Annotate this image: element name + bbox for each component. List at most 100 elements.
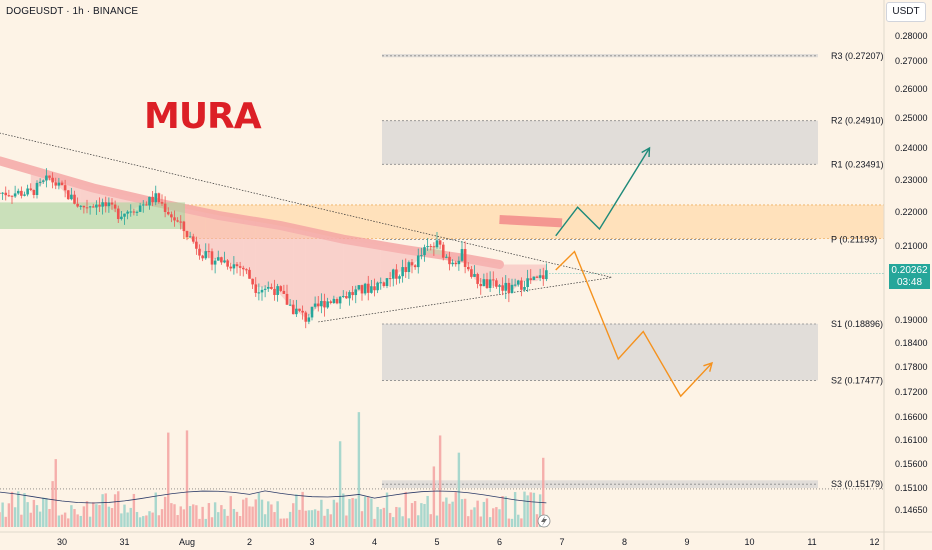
volume-bar bbox=[201, 506, 204, 527]
candle-body bbox=[132, 211, 136, 213]
volume-bar bbox=[467, 516, 470, 527]
candle-body bbox=[20, 190, 23, 196]
candle-body bbox=[432, 246, 436, 248]
candle-body bbox=[241, 267, 245, 270]
candle-body bbox=[126, 211, 129, 214]
candle-body bbox=[76, 203, 79, 207]
candle-body bbox=[10, 195, 14, 197]
volume-bar bbox=[1, 502, 4, 527]
volume-bar bbox=[510, 518, 514, 527]
volume-bar bbox=[229, 496, 232, 527]
volume-bar bbox=[98, 505, 101, 527]
volume-bar bbox=[338, 441, 342, 527]
candle-body bbox=[98, 204, 101, 207]
candle-body bbox=[235, 264, 239, 267]
volume-bar bbox=[523, 491, 526, 527]
candle-body bbox=[7, 195, 11, 197]
candle-body bbox=[329, 301, 333, 303]
volume-bar bbox=[188, 506, 192, 527]
volume-bar bbox=[538, 494, 542, 527]
volume-bar bbox=[151, 512, 154, 527]
volume-bar bbox=[420, 503, 423, 527]
volume-bar bbox=[63, 512, 67, 527]
volume-bar bbox=[251, 506, 254, 527]
volume-bar bbox=[238, 516, 242, 527]
candle-body bbox=[435, 240, 439, 248]
volume-bar bbox=[282, 518, 286, 527]
volume-bar bbox=[10, 491, 14, 527]
volume-bar bbox=[542, 457, 545, 527]
ma-cloud-segment bbox=[187, 208, 206, 258]
volume-bar bbox=[0, 512, 1, 527]
currency-button[interactable]: USDT bbox=[886, 2, 926, 22]
volume-bar bbox=[138, 517, 142, 527]
price-tick-label: 0.14650 bbox=[895, 505, 928, 515]
volume-bar bbox=[79, 515, 82, 527]
candle-body bbox=[445, 256, 448, 258]
candle-body bbox=[266, 286, 270, 289]
candle-body bbox=[254, 284, 258, 293]
volume-bar bbox=[410, 503, 414, 527]
volume-bar bbox=[404, 491, 407, 527]
candle-body bbox=[60, 182, 64, 186]
candle-body bbox=[160, 202, 164, 204]
candle-body bbox=[441, 244, 445, 258]
ma-cloud-segment bbox=[293, 228, 306, 319]
candle-body bbox=[313, 303, 317, 307]
candle-body bbox=[316, 303, 320, 307]
candle-body bbox=[23, 194, 26, 196]
volume-bar bbox=[101, 494, 104, 527]
volume-bar bbox=[317, 510, 320, 527]
candle-body bbox=[45, 175, 48, 181]
candle-body bbox=[179, 221, 183, 223]
volume-bar bbox=[310, 510, 314, 527]
bullish-forecast-arrow bbox=[555, 147, 651, 237]
volume-bar bbox=[326, 508, 329, 527]
volume-bar bbox=[417, 515, 420, 527]
ma-cloud-segment bbox=[343, 239, 362, 296]
pivot-label-P: P (0.21193) bbox=[831, 234, 877, 244]
candle-body bbox=[426, 246, 429, 248]
candle-body bbox=[523, 287, 526, 290]
time-tick-label: 30 bbox=[57, 537, 67, 547]
candle-body bbox=[63, 185, 67, 191]
candle-body bbox=[223, 260, 226, 263]
ma-cloud-segment bbox=[324, 235, 344, 302]
candle-body bbox=[54, 182, 58, 186]
candle-body bbox=[4, 192, 8, 196]
volume-bar bbox=[235, 511, 239, 527]
candle-body bbox=[148, 196, 151, 206]
symbol-header[interactable]: DOGEUSDT · 1h · BINANCE bbox=[6, 6, 138, 17]
volume-bar bbox=[260, 499, 264, 527]
volume-bar bbox=[42, 497, 45, 527]
candle-body bbox=[182, 221, 186, 232]
volume-bar bbox=[295, 494, 298, 527]
volume-bar bbox=[442, 501, 445, 527]
volume-moving-average bbox=[0, 490, 547, 504]
volume-bar bbox=[429, 514, 432, 527]
volume-bar bbox=[395, 506, 398, 527]
price-tick-label: 0.18400 bbox=[895, 338, 928, 348]
volume-bar bbox=[445, 497, 448, 527]
volume-bar bbox=[20, 514, 23, 527]
candle-body bbox=[251, 278, 254, 285]
volume-bar bbox=[163, 496, 167, 527]
volume-bar bbox=[507, 518, 511, 527]
volume-bar bbox=[223, 509, 226, 527]
candle-body bbox=[535, 276, 539, 278]
candle-body bbox=[135, 211, 139, 213]
volume-bar bbox=[85, 501, 89, 527]
volume-bar bbox=[329, 514, 332, 527]
volume-bar bbox=[226, 515, 229, 527]
candle-body bbox=[201, 255, 204, 259]
candle-body bbox=[41, 180, 45, 182]
volume-bar bbox=[132, 493, 136, 527]
volume-bar bbox=[473, 507, 476, 527]
candle-body bbox=[504, 282, 508, 291]
volume-bar bbox=[26, 502, 29, 527]
candle-body bbox=[345, 295, 348, 299]
volume-bar bbox=[288, 511, 292, 527]
volume-bar bbox=[48, 508, 51, 527]
volume-bar bbox=[104, 493, 107, 527]
